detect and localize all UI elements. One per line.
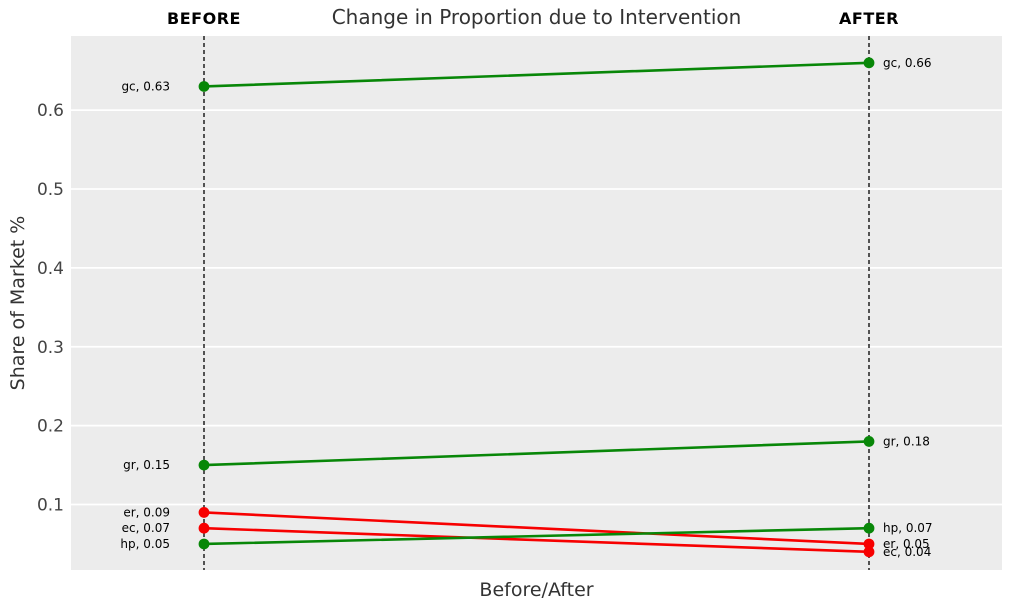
point-gr-before [198, 459, 210, 471]
point-gr-after [863, 436, 875, 447]
label-er-after: er, 0.05 [883, 537, 930, 551]
label-ec-before: ec, 0.07 [122, 521, 170, 535]
point-gc-after [863, 57, 875, 69]
slope-line-gr [202, 440, 871, 467]
plot-background [71, 36, 1002, 570]
label-gc-before: gc, 0.63 [121, 79, 170, 93]
y-tick-label-0.4: 0.4 [37, 259, 64, 279]
point-er-after [863, 538, 875, 550]
label-gr-after: gr, 0.18 [883, 434, 930, 448]
x-axis-label: Before/After [479, 579, 594, 601]
point-er-before [198, 507, 210, 518]
y-tick-label-0.5: 0.5 [37, 180, 64, 200]
slope-line-ec [202, 526, 871, 554]
label-ec-after: ec, 0.04 [883, 545, 931, 559]
y-axis-label: Share of Market % [7, 215, 29, 391]
point-ec-before [198, 522, 210, 534]
slope-line-gc [202, 61, 871, 88]
label-gc-after: gc, 0.66 [883, 56, 932, 70]
label-er-before: er, 0.09 [123, 505, 170, 519]
y-tick-label-0.2: 0.2 [37, 417, 64, 437]
before-column-label: BEFORE [167, 9, 241, 28]
point-hp-after [863, 522, 875, 534]
point-ec-after [863, 546, 875, 558]
after-column-label: AFTER [839, 9, 899, 28]
label-hp-before: hp, 0.05 [120, 537, 170, 551]
y-tick-label-0.3: 0.3 [37, 338, 64, 358]
point-gc-before [198, 81, 210, 92]
label-gr-before: gr, 0.15 [123, 458, 170, 472]
slope-line-hp [202, 526, 871, 546]
slope-line-er [202, 511, 871, 546]
y-tick-label-0.6: 0.6 [37, 101, 64, 121]
chart-title: Change in Proportion due to Intervention [331, 5, 742, 29]
y-tick-label-0.1: 0.1 [37, 496, 64, 516]
label-hp-after: hp, 0.07 [883, 521, 933, 535]
point-hp-before [198, 538, 210, 550]
